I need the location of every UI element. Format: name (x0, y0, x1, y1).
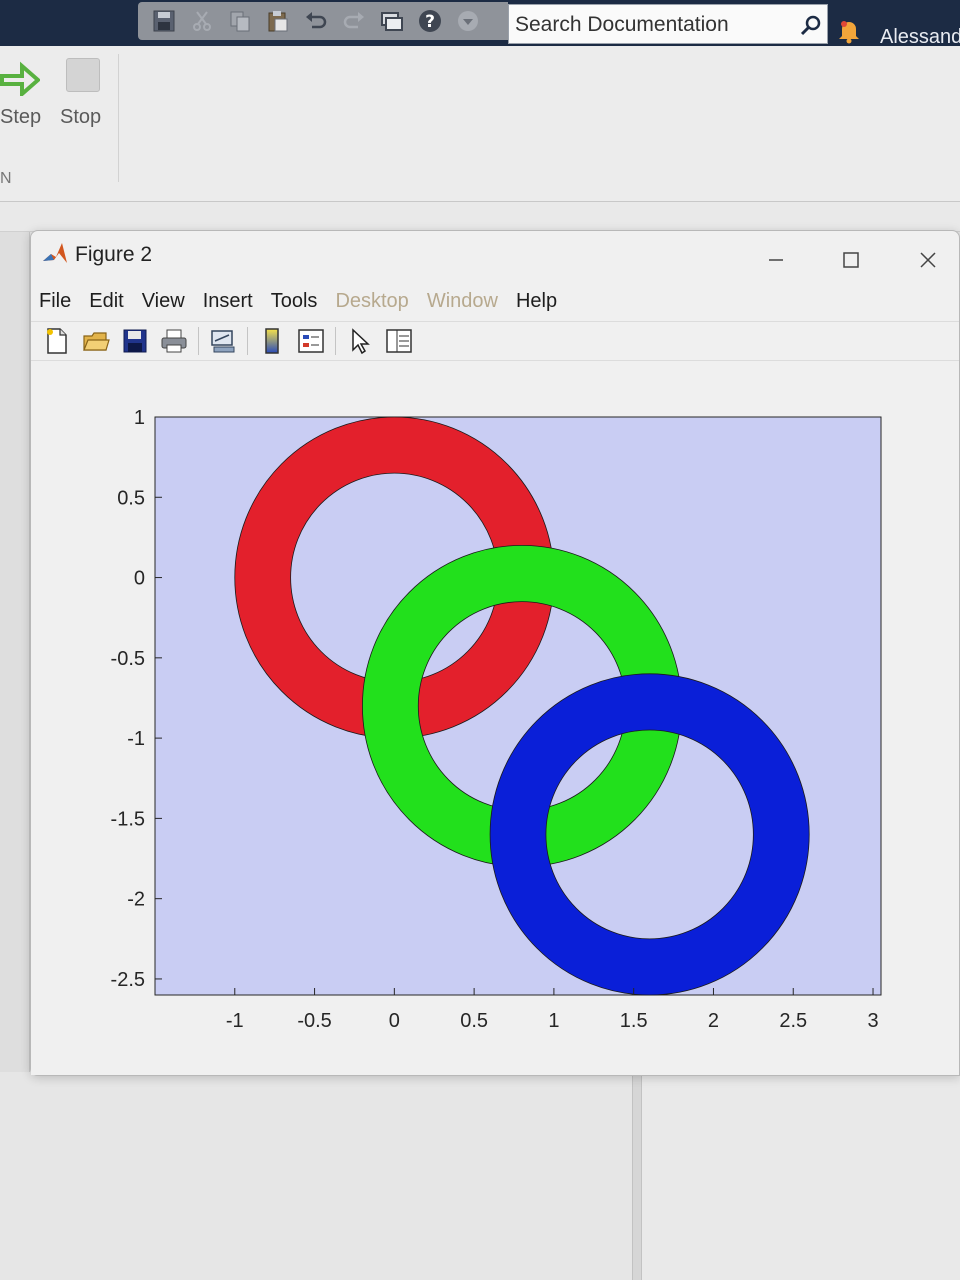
toolbar-separator (247, 327, 248, 355)
y-tick-label: -1 (127, 728, 145, 750)
menu-view[interactable]: View (141, 289, 185, 312)
x-tick-label: 0 (389, 1010, 400, 1032)
maximize-icon[interactable] (836, 245, 866, 275)
x-tick-label: -1 (226, 1010, 244, 1032)
switch-windows-icon[interactable] (378, 7, 406, 35)
y-tick-label: -0.5 (111, 648, 145, 670)
search-icon[interactable] (799, 13, 823, 43)
save-icon[interactable] (150, 7, 178, 35)
help-icon[interactable]: ? (416, 7, 444, 35)
edit-plot-icon[interactable] (345, 326, 375, 356)
background-panel-left (0, 1072, 632, 1280)
figure-window: Figure 2 File Edit View Insert Tools Des… (30, 230, 960, 1076)
y-tick-label: -2 (127, 889, 145, 911)
toolstrip-divider (118, 54, 119, 182)
address-bar-strip (0, 202, 960, 232)
copy-icon[interactable] (226, 7, 254, 35)
menu-desktop[interactable]: Desktop (335, 289, 409, 312)
x-tick-label: -0.5 (297, 1010, 331, 1032)
x-tick-label: 1.5 (620, 1010, 648, 1032)
cut-icon[interactable] (188, 7, 216, 35)
background-panel-right (642, 1072, 960, 1280)
redo-icon[interactable] (340, 7, 368, 35)
property-editor-icon[interactable] (384, 326, 414, 356)
open-file-icon[interactable] (81, 326, 111, 356)
toolbar-separator (335, 327, 336, 355)
insert-colorbar-icon[interactable] (257, 326, 287, 356)
figure-toolbar (31, 321, 959, 361)
menu-edit[interactable]: Edit (89, 289, 124, 312)
undo-icon[interactable] (302, 7, 330, 35)
y-tick-label: -2.5 (111, 969, 145, 991)
rings-layer (234, 416, 810, 996)
notification-bell-icon[interactable] (836, 18, 862, 49)
y-tick-label: 0 (134, 568, 145, 590)
quick-access-toolbar: ? (138, 2, 508, 40)
search-placeholder: Search Documentation (515, 13, 729, 36)
x-tick-label: 3 (867, 1010, 878, 1032)
matlab-logo-icon (41, 241, 69, 272)
ring-1[interactable] (234, 416, 555, 739)
menu-tools[interactable]: Tools (270, 289, 318, 312)
close-icon[interactable] (913, 245, 943, 275)
side-panel (0, 232, 30, 1072)
minimize-icon[interactable] (761, 245, 791, 275)
y-tick-label: -1.5 (111, 808, 145, 830)
plot-canvas: -1 -0.5 0 0.5 1 1.5 2 2.5 3 1 0.5 0 -0.5 -1 -1.5 -2 -2.5 (31, 362, 959, 1075)
link-plot-icon[interactable] (208, 326, 238, 356)
ring-3[interactable] (489, 673, 810, 996)
matlab-title-bar: ? Search Documentation Alessandr (0, 0, 960, 49)
paste-icon[interactable] (264, 7, 292, 35)
menu-file[interactable]: File (39, 289, 72, 312)
figure-title: Figure 2 (75, 243, 153, 266)
figure-title-bar[interactable]: Figure 2 (31, 231, 959, 281)
new-figure-icon[interactable] (42, 326, 72, 356)
svg-text:?: ? (425, 12, 435, 32)
toolstrip: Step Stop N (0, 46, 960, 202)
x-tick-label: 0.5 (460, 1010, 488, 1032)
step-icon[interactable] (0, 60, 42, 101)
panel-splitter[interactable] (632, 1072, 642, 1280)
print-figure-icon[interactable] (159, 326, 189, 356)
customize-dropdown-icon[interactable] (454, 7, 482, 35)
step-button[interactable]: Step (0, 106, 42, 128)
x-tick-label: 1 (548, 1010, 559, 1032)
search-documentation-input[interactable]: Search Documentation (508, 4, 828, 44)
figure-menu-bar: File Edit View Insert Tools Desktop Wind… (31, 283, 959, 319)
ticks-layer: -1 -0.5 0 0.5 1 1.5 2 2.5 3 1 0.5 0 -0.5 -1 -1.5 -2 -2.5 (111, 407, 879, 1032)
ring-2[interactable] (362, 545, 682, 867)
y-tick-label: 0.5 (117, 487, 145, 509)
stop-icon[interactable] (66, 58, 100, 92)
x-tick-label: 2.5 (779, 1010, 807, 1032)
insert-legend-icon[interactable] (296, 326, 326, 356)
stop-button[interactable]: Stop (60, 106, 102, 128)
user-account-name[interactable]: Alessandr (880, 26, 960, 48)
save-figure-icon[interactable] (120, 326, 150, 356)
axes[interactable]: -1 -0.5 0 0.5 1 1.5 2 2.5 3 1 0.5 0 -0.5 -1 -1.5 -2 -2.5 (31, 362, 959, 1075)
y-tick-label: 1 (134, 407, 145, 429)
toolbar-separator (198, 327, 199, 355)
menu-insert[interactable]: Insert (202, 289, 253, 312)
toolstrip-section-label: N (0, 170, 12, 187)
menu-window[interactable]: Window (426, 289, 498, 312)
x-tick-label: 2 (708, 1010, 719, 1032)
menu-help[interactable]: Help (515, 289, 558, 312)
